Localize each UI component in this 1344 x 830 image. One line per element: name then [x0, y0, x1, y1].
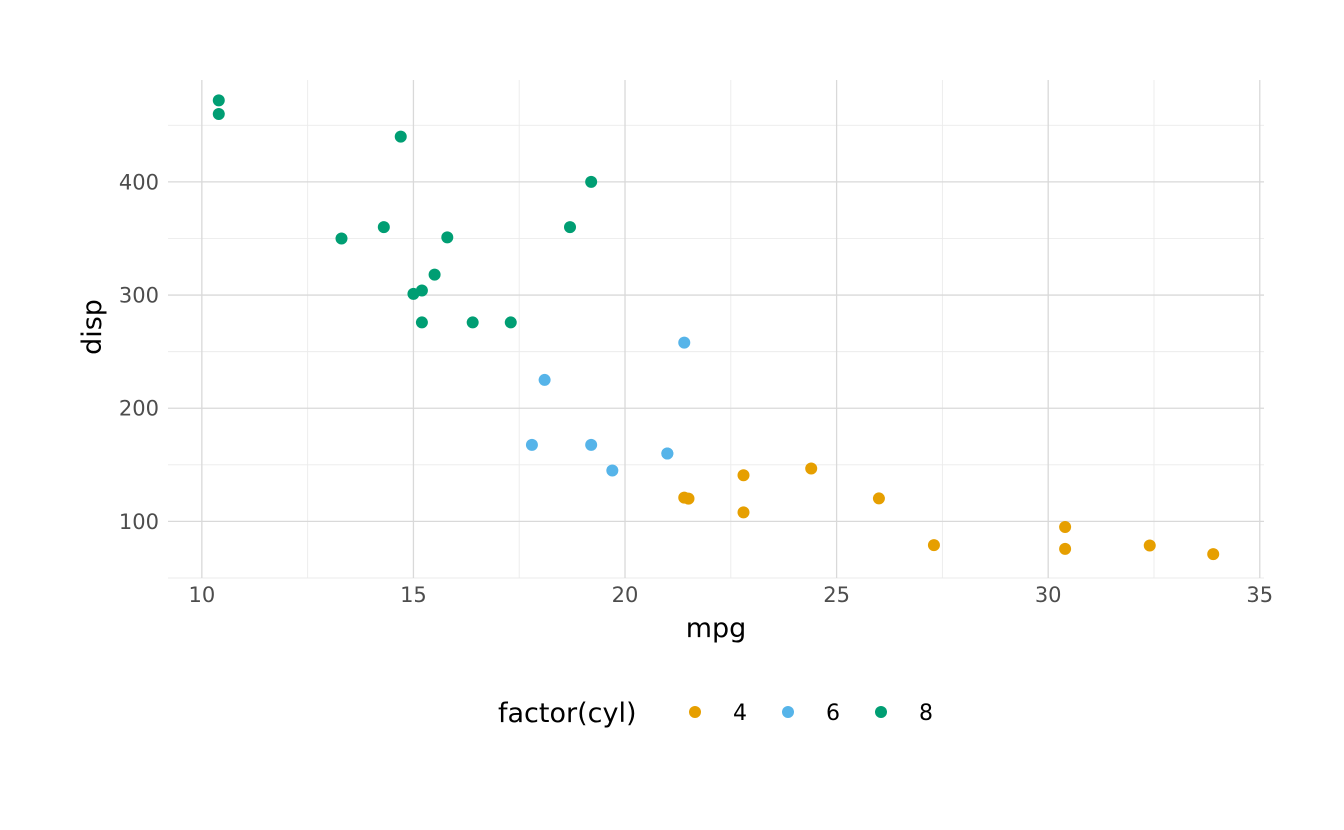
- grid: [168, 80, 1264, 579]
- point-cyl4-4: [1059, 542, 1072, 555]
- point-cyl8-2: [466, 316, 479, 329]
- x-tick-label-5: 35: [1246, 583, 1273, 607]
- y-tick-label-2: 300: [119, 284, 159, 308]
- legend-label-8: 8: [919, 701, 933, 726]
- y-tick-label-0: 100: [119, 510, 159, 534]
- point-cyl8-3: [504, 316, 517, 329]
- point-cyl8-7: [394, 130, 407, 143]
- point-cyl6-2: [678, 336, 691, 349]
- point-cyl8-5: [212, 94, 225, 107]
- point-cyl8-8: [428, 268, 441, 281]
- y-axis-title: disp: [77, 299, 108, 355]
- point-cyl4-9: [1059, 520, 1072, 533]
- point-cyl4-1: [805, 462, 818, 475]
- legend-key-6: [782, 706, 794, 718]
- point-cyl4-10: [678, 491, 691, 504]
- point-cyl4-2: [737, 469, 750, 482]
- y-tick-label-1: 200: [119, 397, 159, 421]
- point-cyl4-7: [927, 539, 940, 552]
- x-tick-label-2: 20: [612, 583, 639, 607]
- legend-label-4: 4: [733, 701, 747, 726]
- y-tick-label-3: 400: [119, 170, 159, 194]
- point-cyl8-0: [564, 221, 577, 234]
- point-cyl6-3: [538, 373, 551, 386]
- x-axis-title: mpg: [686, 613, 747, 644]
- point-cyl8-13: [407, 287, 420, 300]
- point-cyl8-11: [585, 175, 598, 188]
- y-axis-ticks: 100 200 300 400: [119, 170, 159, 534]
- point-cyl8-1: [377, 221, 390, 234]
- x-tick-label-3: 25: [823, 583, 850, 607]
- point-cyl4-0: [737, 506, 750, 519]
- point-cyl4-8: [872, 492, 885, 505]
- point-cyl8-4: [415, 316, 428, 329]
- point-cyl6-1: [661, 447, 674, 460]
- legend-title: factor(cyl): [498, 698, 637, 729]
- legend-label-6: 6: [826, 701, 840, 726]
- x-tick-label-0: 10: [188, 583, 215, 607]
- point-cyl8-10: [335, 232, 348, 245]
- legend-key-4: [689, 706, 701, 718]
- x-tick-label-4: 30: [1035, 583, 1062, 607]
- point-cyl6-4: [585, 438, 598, 451]
- point-cyl8-12: [441, 231, 454, 244]
- x-axis-ticks: 10 15 20 25 30 35: [188, 583, 1273, 607]
- point-cyl8-6: [212, 107, 225, 120]
- point-cyl4-3: [1143, 539, 1156, 552]
- point-cyl6-6: [606, 464, 619, 477]
- legend-key-8: [875, 706, 887, 718]
- point-cyl6-5: [525, 438, 538, 451]
- x-tick-label-1: 15: [400, 583, 427, 607]
- legend: factor(cyl) 4 6 8: [498, 698, 933, 729]
- data-points: [212, 94, 1220, 561]
- point-cyl4-5: [1207, 548, 1220, 561]
